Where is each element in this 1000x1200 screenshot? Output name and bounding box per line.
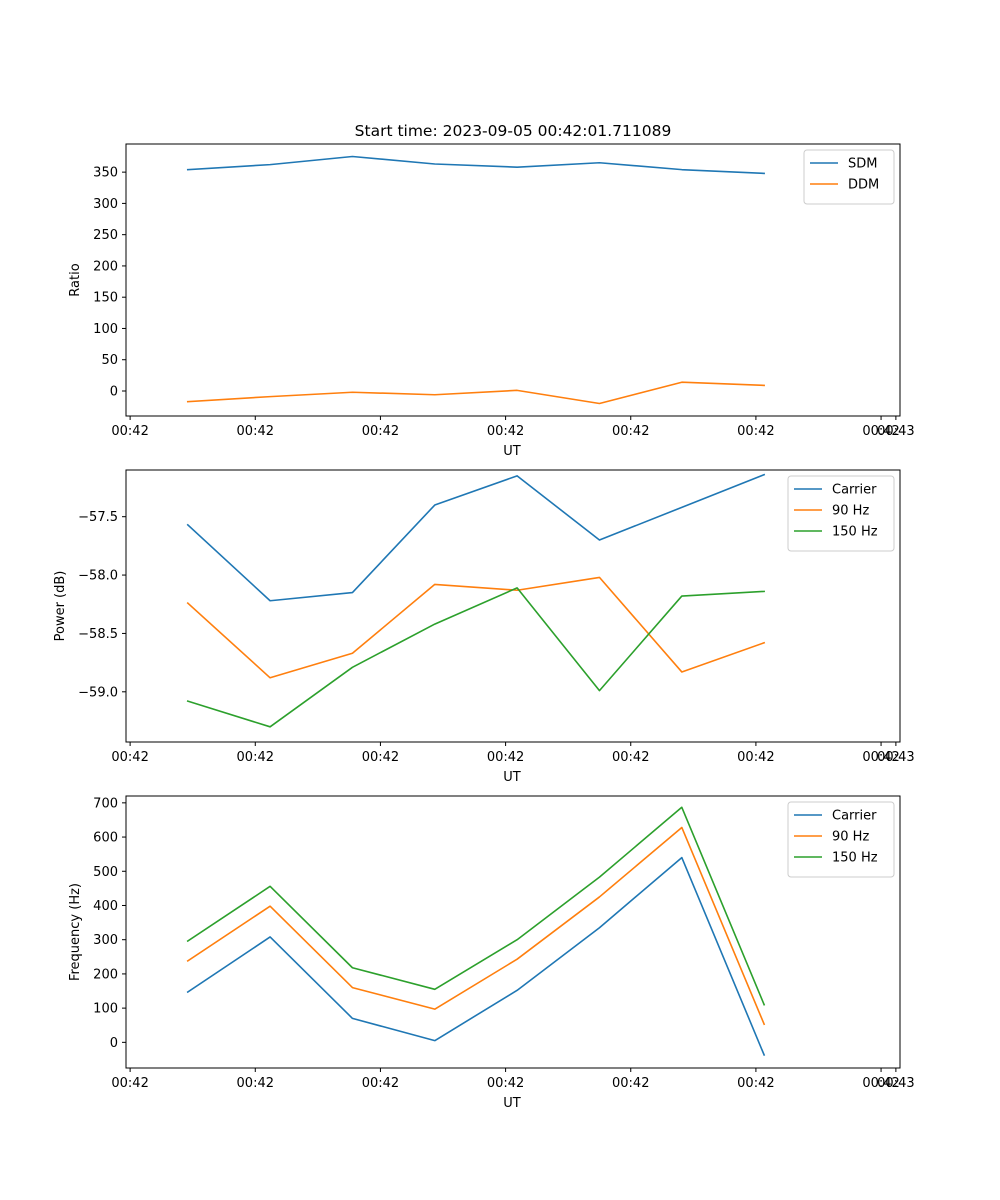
x-tick-label: 00:42: [237, 424, 274, 439]
legend-label: 90 Hz: [832, 504, 869, 519]
x-tick-label: 00:42: [737, 1076, 774, 1091]
y-tick-label: 500: [93, 865, 118, 880]
x-tick-label: 00:42: [612, 1076, 649, 1091]
x-tick-label: 00:42: [362, 424, 399, 439]
series-line-150-hz: [186, 806, 766, 1006]
y-tick-label: 50: [101, 353, 118, 368]
y-tick-label: 250: [93, 228, 118, 243]
y-tick-label: −58.0: [78, 569, 118, 584]
x-tick-label: 00:42: [237, 1076, 274, 1091]
y-tick-label: 100: [93, 1002, 118, 1017]
series-line-sdm: [186, 155, 765, 175]
x-axis-label: UT: [503, 770, 521, 785]
y-tick-label: 150: [93, 291, 118, 306]
legend-label: 150 Hz: [832, 851, 878, 866]
y-tick-label: −58.5: [78, 627, 118, 642]
x-tick-label: 00:42: [737, 750, 774, 765]
y-axis-label: Power (dB): [53, 571, 68, 642]
legend-label: Carrier: [832, 809, 877, 824]
y-tick-label: −59.0: [78, 685, 118, 700]
x-tick-label: 00:42: [612, 750, 649, 765]
x-tick-label: 00:42: [111, 1076, 148, 1091]
subplot-3: 00:42 00:42 00:42 00:42 00:42 00:42 00:4200:43…: [68, 795, 915, 1111]
subplot-2: 00:42 00:42 00:42 00:42 00:42 00:42 00:4200:43…: [53, 469, 915, 785]
series-line-carrier: [186, 856, 766, 1057]
legend: Carrier 90 Hz 150 Hz: [787, 475, 895, 552]
series-line-150-hz: [186, 587, 765, 728]
legend: Carrier 90 Hz 150 Hz: [787, 801, 895, 878]
y-tick-label: 700: [93, 796, 118, 811]
axes-frame: [125, 469, 901, 743]
x-tick-label: 00:42: [487, 1076, 524, 1091]
x-tick-label: 00:43: [877, 1076, 914, 1091]
x-tick-label: 00:42: [862, 424, 899, 439]
legend-label: SDM: [848, 157, 877, 172]
series-line-90-hz: [186, 576, 766, 679]
x-tick-label: 00:42: [862, 750, 899, 765]
x-tick-label: 00:43: [877, 424, 914, 439]
y-tick-label: 300: [93, 933, 118, 948]
y-tick-label: 200: [93, 967, 118, 982]
legend-box: [787, 801, 895, 878]
series-line-ddm: [186, 381, 765, 405]
x-tick-label: 00:42: [362, 750, 399, 765]
y-tick-label: 100: [93, 322, 118, 337]
subplot-1: 00:42 00:42 00:42 00:42 00:42 00:42 00:4200:43…: [68, 143, 915, 459]
x-tick-label: 00:42: [237, 750, 274, 765]
x-tick-label: 00:42: [362, 1076, 399, 1091]
y-axis-label: Frequency (Hz): [68, 883, 83, 981]
axes-frame: [125, 143, 901, 417]
y-tick-label: 0: [110, 1036, 118, 1051]
x-axis-label: UT: [503, 444, 521, 459]
y-tick-label: 200: [93, 259, 118, 274]
x-axis-label: UT: [503, 1096, 521, 1111]
x-tick-label: 00:42: [737, 424, 774, 439]
y-axis-label: Ratio: [68, 263, 83, 296]
x-tick-label: 00:42: [612, 424, 649, 439]
y-tick-label: 300: [93, 197, 118, 212]
x-tick-label: 00:43: [877, 750, 914, 765]
y-tick-label: 0: [110, 384, 118, 399]
y-tick-label: 600: [93, 831, 118, 846]
legend-box: [787, 475, 895, 552]
y-tick-label: 350: [93, 166, 118, 181]
x-tick-label: 00:42: [111, 750, 148, 765]
x-tick-label: 00:42: [487, 424, 524, 439]
axes-frame: [125, 795, 901, 1069]
legend-label: DDM: [848, 178, 879, 193]
legend-label: Carrier: [832, 483, 877, 498]
x-tick-label: 00:42: [487, 750, 524, 765]
legend: SDM DDM: [803, 149, 895, 205]
legend-label: 150 Hz: [832, 525, 878, 540]
y-tick-label: 400: [93, 899, 118, 914]
y-tick-label: −57.5: [78, 510, 118, 525]
x-tick-label: 00:42: [862, 1076, 899, 1091]
chart-title: Start time: 2023-09-05 00:42:01.711089: [355, 122, 672, 140]
series-line-90-hz: [186, 826, 766, 1026]
legend-label: 90 Hz: [832, 830, 869, 845]
series-line-carrier: [186, 473, 766, 602]
x-tick-label: 00:42: [111, 424, 148, 439]
